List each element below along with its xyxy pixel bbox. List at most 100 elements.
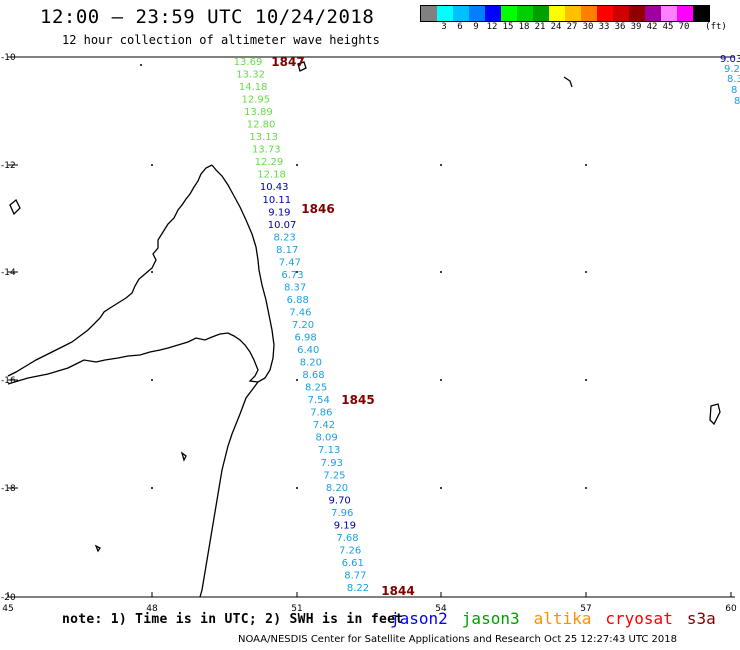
island-small-4 (94, 544, 101, 553)
color-swatch (613, 6, 629, 21)
edge-wave-height-value: 9.03 (720, 54, 740, 65)
lon-label: 60 (725, 604, 737, 614)
color-swatch (517, 6, 533, 21)
satellite-jason3: jason3 (461, 609, 520, 628)
wave-height-value: 9.19 (334, 520, 356, 531)
wave-height-value: 6.40 (297, 345, 319, 356)
wave-height-value: 8.37 (284, 282, 306, 293)
grid-dot (151, 379, 153, 381)
lon-label: 48 (146, 604, 158, 614)
grid-ticks (7, 56, 732, 598)
wave-height-value: 7.68 (336, 533, 358, 544)
wave-height-value: 10.11 (262, 195, 291, 206)
lon-label: 57 (580, 604, 591, 614)
wave-height-value: 12.29 (255, 157, 284, 168)
color-swatch (661, 6, 677, 21)
wave-height-value: 7.13 (318, 445, 340, 456)
grid-dot (440, 379, 442, 381)
color-scale-tick: 45 (662, 22, 674, 32)
color-scale-ticks: 3 6 9 12 15 18 21 24 27 30 33 36 39 42 45 70 (ft) (420, 22, 740, 36)
edge-wave-height-value: 8.3 (727, 74, 740, 85)
wave-height-value: 12.80 (247, 120, 276, 131)
wave-height-value: 7.93 (321, 458, 343, 469)
satellite-s3a: s3a (686, 609, 716, 628)
color-swatch (645, 6, 661, 21)
wave-height-value: 8.23 (274, 232, 296, 243)
coastline-madagascar-east (199, 381, 259, 598)
wave-height-value: 6.61 (342, 558, 364, 569)
color-scale-unit: (ft) (705, 22, 727, 32)
edge-wave-height-value: 9.2 (724, 64, 740, 75)
color-scale-tick: 39 (630, 22, 642, 32)
lon-label: 45 (2, 604, 13, 614)
color-scale-tick: 3 (441, 22, 447, 32)
wave-height-value: 7.20 (292, 320, 314, 331)
color-scale-legend: 3 6 9 12 15 18 21 24 27 30 33 36 39 42 45 70 (ft) (420, 5, 730, 35)
grid-dot (585, 379, 587, 381)
wave-height-value: 8.20 (326, 483, 348, 494)
wave-height-value: 7.42 (313, 420, 335, 431)
grid-dot (151, 271, 153, 273)
island-small-1 (9, 198, 21, 216)
color-scale-tick: 27 (566, 22, 578, 32)
wave-height-value: 7.96 (331, 508, 353, 519)
color-swatch (629, 6, 645, 21)
color-scale-tick: 30 (582, 22, 594, 32)
color-scale-tick: 9 (473, 22, 479, 32)
grid-dot (151, 164, 153, 166)
color-swatch (485, 6, 501, 21)
lat-label: -16 (1, 376, 16, 386)
wave-height-value: 8.68 (302, 370, 324, 381)
coastline (7, 61, 721, 598)
island-small-2 (563, 76, 573, 88)
color-swatch (693, 6, 709, 21)
grid-dot (585, 271, 587, 273)
color-swatch (501, 6, 517, 21)
grid-dot (296, 271, 298, 273)
credit-line: NOAA/NESDIS Center for Satellite Applica… (238, 634, 677, 645)
island-small-5 (180, 451, 187, 462)
wave-height-value: 7.54 (308, 395, 330, 406)
grid-dot (140, 64, 142, 66)
color-scale-tick: 21 (534, 22, 546, 32)
color-scale-tick: 24 (550, 22, 562, 32)
wave-height-value: 8.20 (300, 358, 322, 369)
color-swatches (420, 5, 710, 22)
axis-labels: 45 48 51 54 57 60 -10 -12 -14 -16 -18 -20 (1, 53, 737, 614)
color-scale-tick: 36 (614, 22, 626, 32)
island-small-6 (297, 61, 307, 72)
color-scale-tick: 70 (678, 22, 690, 32)
wave-height-value: 7.46 (289, 307, 311, 318)
wave-height-value: 8.22 (347, 583, 369, 594)
color-scale-tick: 15 (502, 22, 514, 32)
wave-height-value: 7.86 (310, 408, 332, 419)
wave-height-value: 12.95 (242, 95, 271, 106)
map-title: 12:00 – 23:59 UTC 10/24/2018 (40, 6, 375, 28)
wave-height-value: 13.13 (249, 132, 278, 143)
lat-label: -20 (1, 593, 16, 603)
wave-height-value: 12.18 (257, 170, 286, 181)
wave-height-value: 8.25 (305, 383, 327, 394)
time-label: 1845 (341, 393, 374, 407)
map-frame (8, 56, 735, 598)
wave-height-value: 6.88 (287, 295, 309, 306)
coastline-madagascar-northwest (7, 164, 213, 377)
color-swatch (533, 6, 549, 21)
color-scale-tick: 33 (598, 22, 610, 32)
wave-height-value: 9.70 (329, 495, 351, 506)
color-swatch (597, 6, 613, 21)
color-swatch (437, 6, 453, 21)
lat-label: -12 (1, 161, 16, 171)
time-label: 1847 (271, 55, 304, 69)
wave-height-value: 6.73 (281, 270, 303, 281)
satellite-altika: altika (533, 609, 592, 628)
wave-height-value: 9.19 (268, 207, 290, 218)
grid-dot (440, 164, 442, 166)
wave-height-value: 10.43 (260, 182, 289, 193)
footer-note: note: 1) Time is in UTC; 2) SWH is in fe… (62, 612, 404, 627)
grid-dot (151, 487, 153, 489)
grid-dot (440, 487, 442, 489)
lat-label: -18 (1, 484, 16, 494)
